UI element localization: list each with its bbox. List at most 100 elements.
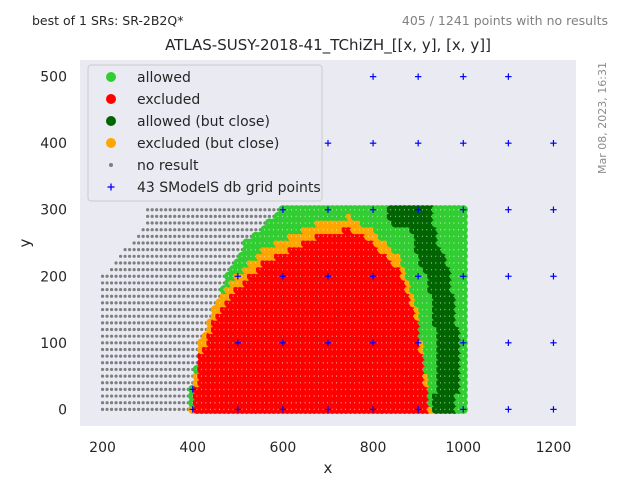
no-result-point [146,401,150,405]
no-result-point [191,261,195,265]
no-result-point [137,347,141,352]
no-result-point [209,301,213,305]
no-result-point [177,327,181,332]
no-result-point [204,248,208,252]
no-result-point [146,214,150,218]
no-result-point [168,287,172,292]
no-result-point [150,221,154,225]
no-result-point [168,307,172,312]
no-result-point [177,248,181,252]
no-result-point [227,261,231,265]
no-result-point [132,381,136,385]
no-result-point [155,214,159,218]
no-result-point [128,374,132,378]
no-result-point [222,241,226,245]
no-result-point [150,214,154,218]
no-result-point [132,241,136,245]
no-result-point [249,228,253,232]
no-result-point [200,254,204,258]
no-result-point [123,361,127,365]
no-result-point [186,294,190,298]
no-result-point [222,248,226,252]
no-result-point [200,327,204,332]
no-result-point [191,281,195,285]
legend-label: allowed (but close) [137,114,270,130]
no-result-point [204,268,208,272]
no-result-point [118,334,123,338]
no-result-point [173,254,177,258]
no-result-point [118,341,123,345]
no-result-point [114,347,118,352]
no-result-point [186,287,190,292]
no-result-point [155,321,159,325]
no-result-point [109,307,114,312]
no-result-point [254,228,258,232]
no-result-point [258,221,262,225]
no-result-point [132,401,136,405]
no-result-point [186,301,190,305]
no-result-point [182,228,186,232]
no-result-point [109,347,114,352]
no-result-point [200,274,204,278]
no-result-point [141,314,145,318]
no-result-point [213,261,217,265]
no-result-point [128,307,132,312]
no-result-point [132,294,136,298]
no-result-point [186,214,190,218]
no-result-point [137,268,141,272]
no-result-point [109,268,114,272]
no-result-point [137,248,141,252]
no-result-point [173,374,177,378]
no-result-point [118,401,123,405]
no-result-point [159,347,163,352]
no-result-point [209,254,213,258]
no-result-point [109,314,114,318]
no-result-point [128,274,132,278]
no-result-point [118,367,123,372]
no-result-point [141,401,145,405]
no-result-point [146,394,150,398]
no-result-point [123,268,127,272]
no-result-point [114,327,118,332]
no-result-point [164,341,168,345]
no-result-point [146,287,150,292]
result-point-center [462,235,465,238]
no-result-point [209,208,213,212]
result-point-center [462,268,465,271]
no-result-point [245,221,249,225]
grid-point [279,339,287,347]
grid-points [189,73,557,413]
no-result-point [177,334,181,338]
no-result-point [146,307,150,312]
x-tick-label: 200 [89,440,116,456]
no-result-point [155,381,159,385]
no-result-point [209,281,213,285]
grid-point [324,339,332,347]
legend-label: excluded [137,92,200,108]
no-result-point [204,301,208,305]
grid-point [324,139,332,147]
no-result-point [128,301,132,305]
no-result-point [118,294,123,298]
no-result-point [186,307,190,312]
no-result-point [168,374,172,378]
grid-point [279,273,287,280]
no-result-point [159,281,163,285]
no-result-point [155,248,159,252]
no-result-point [118,254,123,258]
no-result-point [173,274,177,278]
no-result-point [105,354,109,358]
no-result-point [146,354,150,358]
no-result-point [195,321,199,325]
legend-label: no result [137,158,199,174]
no-result-point [164,221,168,225]
no-result-point [177,307,181,312]
result-point-center [462,242,465,244]
no-result-point [245,208,249,212]
no-result-point [141,327,145,332]
no-result-point [105,407,109,411]
no-result-point [150,281,154,285]
grid-point [369,273,377,280]
no-result-point [191,221,195,225]
no-result-point [173,341,177,345]
